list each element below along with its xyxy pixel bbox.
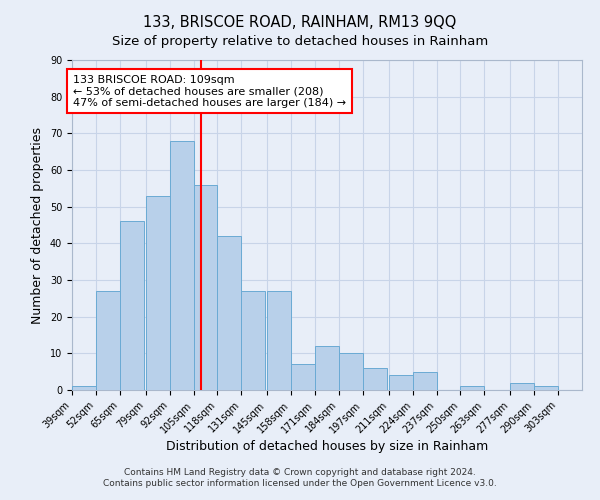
Bar [315, 346, 339, 390]
Y-axis label: Number of detached properties: Number of detached properties [31, 126, 44, 324]
Bar [267, 291, 291, 390]
X-axis label: Distribution of detached houses by size in Rainham: Distribution of detached houses by size … [166, 440, 488, 454]
Bar [460, 386, 484, 390]
Bar [339, 354, 363, 390]
Bar [146, 196, 170, 390]
Bar [241, 291, 265, 390]
Bar [291, 364, 315, 390]
Text: 133, BRISCOE ROAD, RAINHAM, RM13 9QQ: 133, BRISCOE ROAD, RAINHAM, RM13 9QQ [143, 15, 457, 30]
Bar [194, 184, 217, 390]
Bar [120, 222, 144, 390]
Bar [413, 372, 437, 390]
Bar [72, 386, 96, 390]
Text: Size of property relative to detached houses in Rainham: Size of property relative to detached ho… [112, 35, 488, 48]
Bar [510, 382, 534, 390]
Bar [96, 291, 120, 390]
Bar [217, 236, 241, 390]
Text: 133 BRISCOE ROAD: 109sqm
← 53% of detached houses are smaller (208)
47% of semi-: 133 BRISCOE ROAD: 109sqm ← 53% of detach… [73, 74, 346, 108]
Bar [363, 368, 387, 390]
Bar [534, 386, 558, 390]
Bar [170, 140, 194, 390]
Text: Contains HM Land Registry data © Crown copyright and database right 2024.
Contai: Contains HM Land Registry data © Crown c… [103, 468, 497, 487]
Bar [389, 376, 413, 390]
